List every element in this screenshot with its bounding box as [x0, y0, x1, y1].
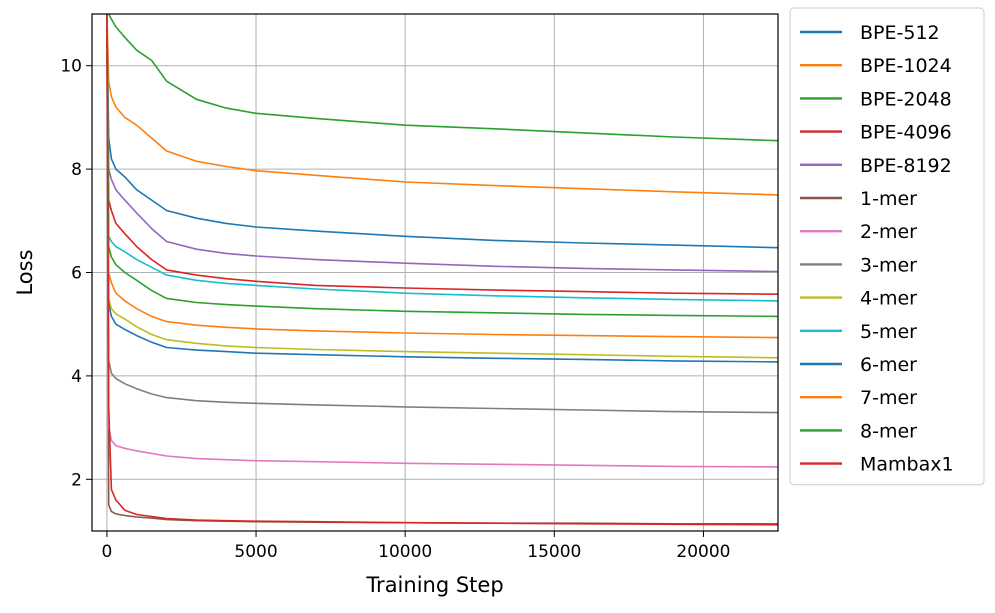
x-axis-ticks: 0 5000 10000 15000 20000 — [101, 531, 730, 562]
legend-label: 3-mer — [860, 254, 917, 276]
x-tick-label: 5000 — [234, 542, 277, 562]
legend-label: BPE-2048 — [860, 88, 952, 110]
legend-box — [789, 7, 985, 486]
series-line — [106, 14, 778, 414]
series-line — [106, 14, 778, 339]
legend-label: 4-mer — [860, 288, 917, 310]
series-line — [106, 14, 778, 525]
y-tick-label: 2 — [71, 470, 82, 490]
legend-label: BPE-512 — [860, 22, 940, 44]
legend-label: 5-mer — [860, 321, 917, 343]
series-line — [106, 14, 778, 142]
series-line — [106, 14, 778, 359]
y-tick-label: 6 — [71, 264, 82, 284]
series-line — [106, 14, 778, 302]
x-tick-label: 20000 — [676, 542, 730, 562]
legend-label: 8-mer — [860, 420, 917, 442]
x-tick-label: 10000 — [378, 542, 432, 562]
series-line — [106, 14, 778, 273]
series-line — [106, 14, 778, 295]
legend-label: Mambax1 — [860, 454, 954, 476]
y-tick-label: 4 — [71, 367, 82, 387]
legend-label: BPE-4096 — [860, 122, 952, 144]
x-tick-label: 0 — [101, 542, 112, 562]
y-axis-label: Loss — [13, 249, 37, 295]
x-tick-label: 15000 — [527, 542, 581, 562]
x-axis-label: Training Step — [365, 573, 503, 597]
series-line — [106, 14, 778, 249]
legend-label: BPE-8192 — [860, 155, 952, 177]
legend-label: 2-mer — [860, 221, 917, 243]
y-tick-label: 10 — [60, 57, 82, 77]
series-line — [106, 14, 778, 526]
legend-label: 7-mer — [860, 387, 917, 409]
series-line — [106, 14, 778, 318]
series-lines — [106, 14, 778, 526]
legend-label: 6-mer — [860, 354, 917, 376]
grid-lines — [92, 14, 778, 531]
series-line — [106, 14, 778, 363]
legend-label: BPE-1024 — [860, 55, 952, 77]
y-axis-ticks: 2 4 6 8 10 — [60, 57, 92, 490]
y-tick-label: 8 — [71, 160, 82, 180]
legend: BPE-512 BPE-1024 BPE-2048 BPE-4096 BPE-8192 1… — [789, 7, 985, 486]
series-line — [106, 14, 778, 468]
series-line — [106, 14, 778, 196]
legend-label: 1-mer — [860, 188, 917, 210]
